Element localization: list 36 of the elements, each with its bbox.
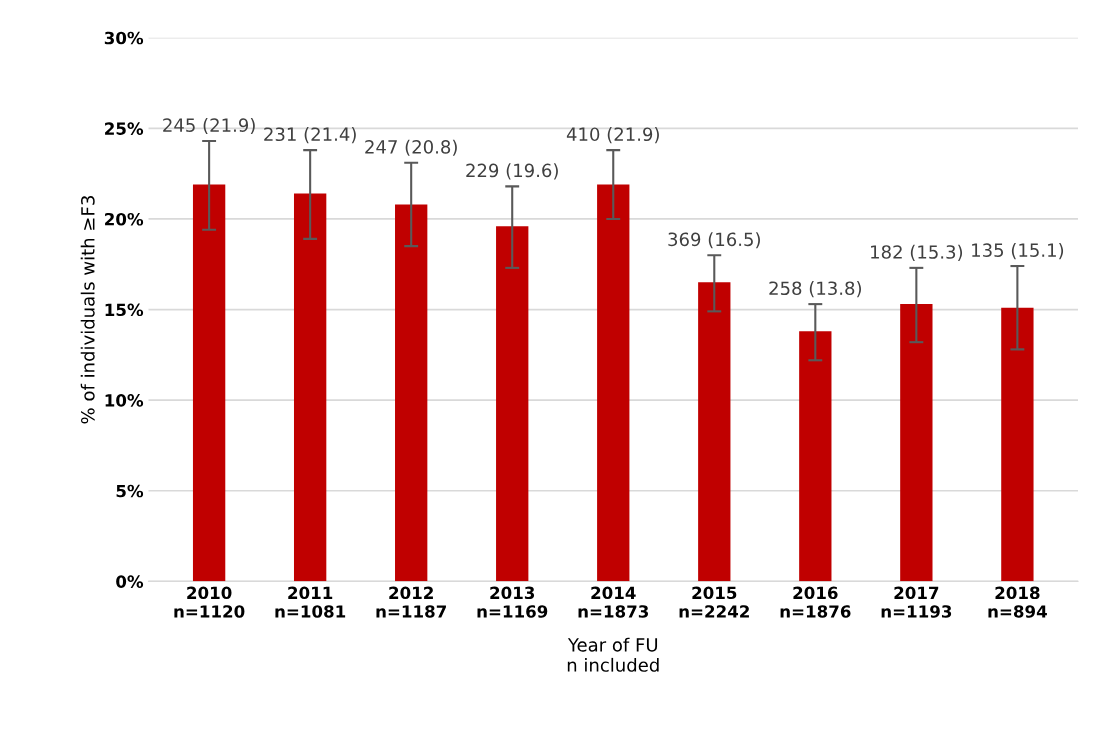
x-tick-label: 2010 n=1120 <box>174 586 245 618</box>
bar <box>192 184 226 582</box>
bar <box>698 282 731 582</box>
y-tick-label: 25% <box>105 122 144 135</box>
x-tick-label: 2015 n=2242 <box>679 586 749 618</box>
bar <box>293 193 327 582</box>
bar <box>395 204 428 582</box>
bar <box>1001 307 1034 582</box>
bar <box>900 304 933 582</box>
data-label: 258 (13.8) <box>769 281 862 298</box>
x-tick-label: 2012 n=1187 <box>376 586 446 618</box>
x-tick-label: 2018 n=894 <box>988 586 1047 618</box>
y-tick-label: 30% <box>104 31 144 45</box>
data-label: 229 (19.6) <box>466 163 558 180</box>
data-label: 231 (21.4) <box>264 127 356 144</box>
y-tick-label: 5% <box>116 484 144 498</box>
y-axis-title: % of individuals with ≥F3 <box>80 196 95 424</box>
data-label: 245 (21.9) <box>163 118 255 135</box>
x-axis-title: Year of FU n included <box>567 637 659 672</box>
y-tick-label: 15% <box>105 303 144 317</box>
x-tick-label: 2013 n=1169 <box>477 586 548 618</box>
data-label: 369 (16.5) <box>668 232 760 249</box>
y-tick-label: 0% <box>116 575 144 588</box>
bar <box>496 226 529 582</box>
data-label: 410 (21.9) <box>566 127 659 144</box>
data-label: 182 (15.3) <box>871 244 963 261</box>
bar <box>597 184 630 582</box>
data-label: 135 (15.1) <box>972 243 1064 260</box>
y-tick-label: 10% <box>105 394 144 407</box>
y-tick-label: 20% <box>105 212 144 226</box>
x-tick-label: 2016 n=1876 <box>780 586 851 618</box>
data-label: 247 (20.8) <box>365 139 457 156</box>
bar <box>799 331 832 582</box>
x-tick-label: 2011 n=1081 <box>275 586 346 618</box>
x-tick-label: 2017 n=1193 <box>881 586 952 618</box>
x-tick-label: 2014 n=1873 <box>578 586 649 618</box>
